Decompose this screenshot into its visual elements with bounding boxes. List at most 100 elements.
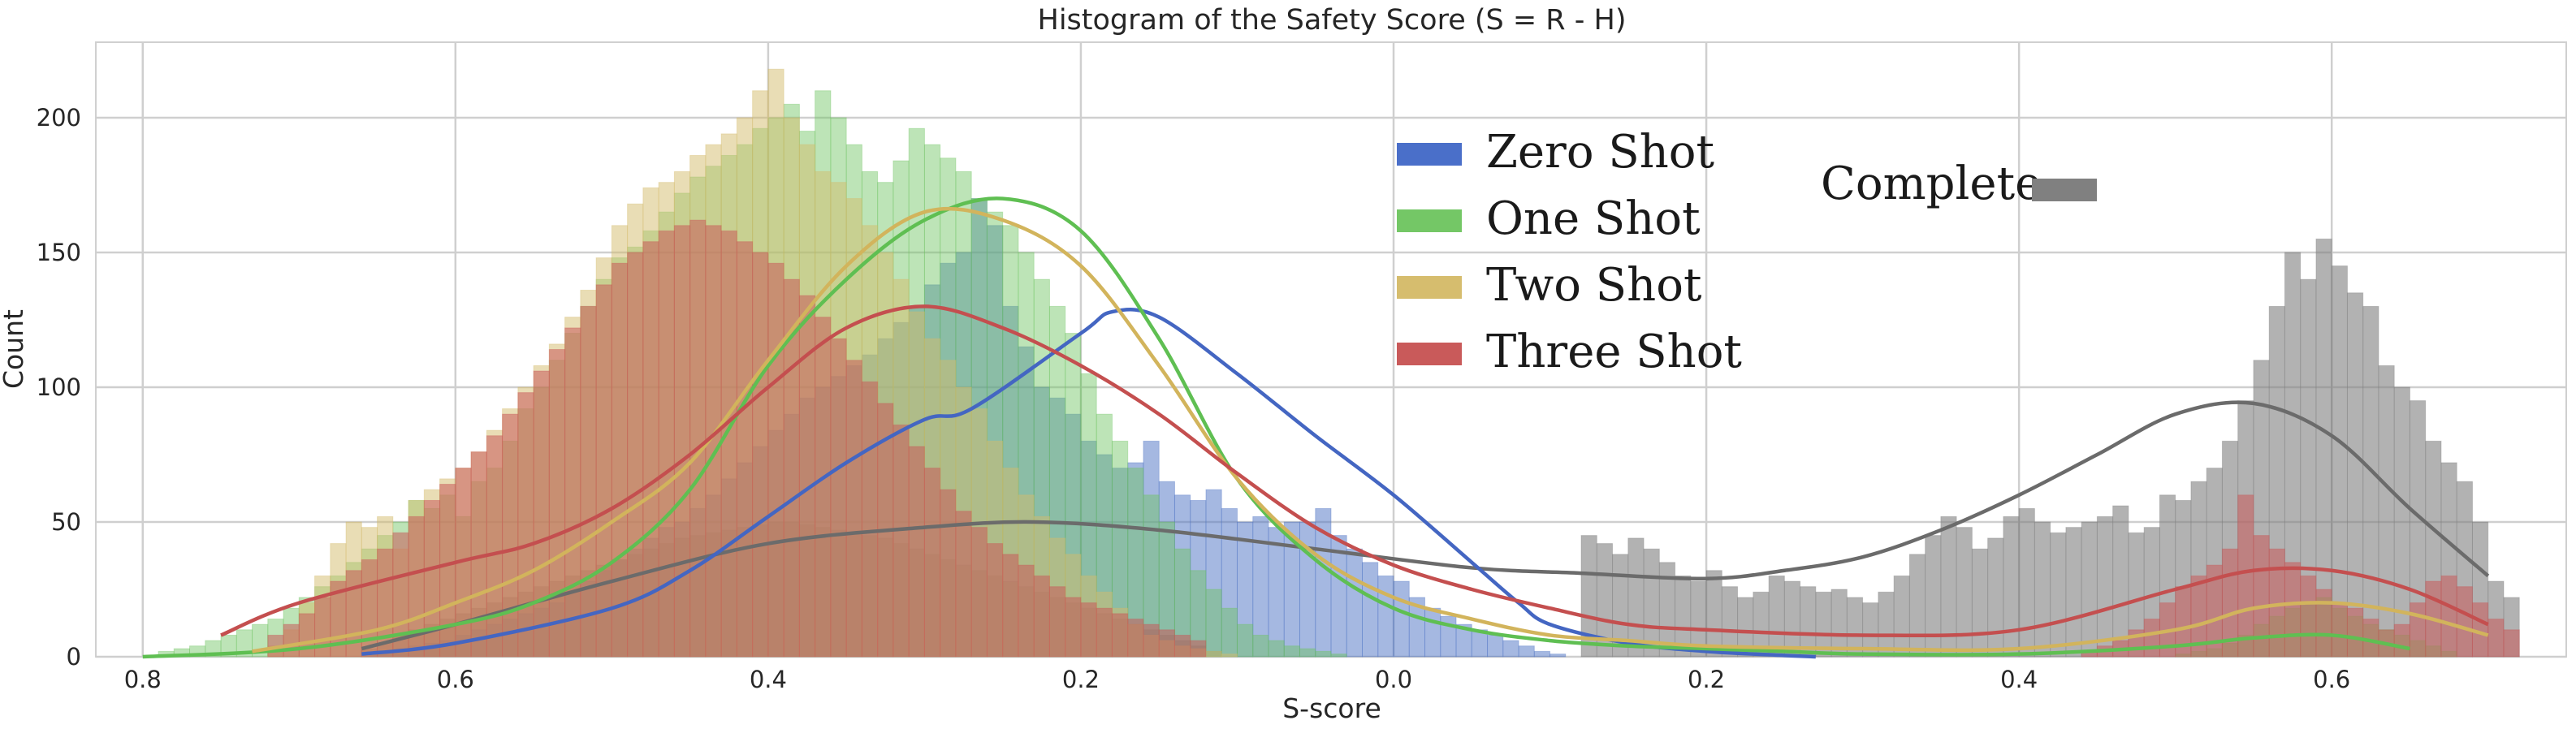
three-shot-bar	[1127, 619, 1144, 658]
one-shot-bar	[1315, 650, 1332, 658]
zero-shot-bar	[1549, 654, 1567, 658]
three-shot-bar	[752, 252, 769, 658]
zero-shot-bar	[1377, 575, 1394, 658]
zero-shot-bar	[1502, 640, 1519, 658]
three-shot-right-bar	[2503, 629, 2520, 658]
zero-shot-bar	[1487, 634, 1504, 658]
two-shot-bar	[1221, 654, 1238, 658]
two-shot-kde-line	[252, 206, 2489, 654]
y-tick-label: 0	[67, 643, 81, 671]
one-shot-legend-label: One Shot	[1486, 192, 1701, 245]
zero-shot-bar	[1268, 527, 1285, 658]
three-shot-bar	[908, 446, 925, 658]
zero-shot-bar	[1362, 562, 1379, 658]
zero-shot-bar	[1533, 650, 1551, 658]
complete-right-bar	[2003, 515, 2020, 658]
three-shot-right-bar	[2362, 619, 2379, 658]
zero-shot-legend-swatch	[1397, 143, 1462, 166]
complete-right-bar	[2393, 386, 2410, 658]
three-shot-bar	[564, 327, 581, 658]
three-shot-bar	[1143, 623, 1160, 658]
three-shot-bar	[1002, 554, 1019, 658]
complete-right-bar	[2018, 507, 2035, 658]
x-tick-label: 0.4	[2000, 666, 2038, 693]
three-shot-bar	[1158, 629, 1175, 658]
zero-shot-bar	[1424, 607, 1441, 658]
x-tick-label: 0.8	[124, 666, 162, 693]
zero-shot-bar	[1346, 548, 1364, 658]
three-shot-bar	[533, 370, 550, 658]
x-tick-label: 0.6	[2313, 666, 2350, 693]
x-axis-label: S-score	[1282, 692, 1381, 724]
complete-right-bar	[2346, 292, 2364, 658]
complete-legend-label: Complete	[1821, 157, 2042, 210]
axes-ticks: 0.8 0.6 0.4 0.2 0.0 0.2 0.4 0.6 0 50 100 150 200	[37, 104, 2351, 693]
three-shot-right-bar	[2409, 602, 2427, 658]
three-shot-bar	[1065, 597, 1082, 658]
three-shot-bar	[720, 230, 737, 658]
complete-right-bar	[1971, 548, 1989, 658]
three-shot-bar	[1033, 575, 1050, 658]
three-shot-bar	[923, 468, 941, 658]
x-tick-label: 0.6	[437, 666, 474, 693]
three-shot-bar	[940, 489, 957, 658]
three-shot-bar	[861, 381, 879, 658]
three-shot-bar	[283, 623, 300, 658]
three-shot-bar	[689, 219, 707, 658]
complete-right-bar	[2331, 265, 2348, 658]
one-shot-bar	[1221, 607, 1238, 658]
three-shot-bar	[1096, 607, 1113, 658]
legends: Zero Shot One Shot Two Shot Three Shot Compl…	[1397, 126, 2097, 378]
one-shot-bar	[1283, 645, 1300, 658]
y-axis-label: Count	[0, 309, 29, 389]
three-shot-bar	[611, 262, 629, 658]
three-shot-right-bar	[2487, 619, 2505, 658]
zero-shot-legend-label: Zero Shot	[1486, 126, 1714, 179]
x-tick-label: 0.4	[750, 666, 787, 693]
three-shot-right-bar	[2346, 607, 2364, 658]
three-shot-right-bar	[2315, 589, 2332, 658]
three-shot-bar	[298, 613, 316, 658]
one-shot-bar	[1236, 623, 1254, 658]
complete-right-bar	[1893, 575, 1910, 658]
three-shot-bar	[595, 284, 612, 658]
complete-right-bar	[1908, 554, 1926, 658]
complete-right-bar	[2034, 521, 2051, 658]
three-shot-kde-line	[220, 304, 2489, 638]
chart-title: Histogram of the Safety Score (S = R - H…	[1038, 4, 1627, 37]
complete-right-bar	[2081, 521, 2098, 658]
three-shot-right-bar	[2456, 586, 2473, 658]
x-tick-label: 0.0	[1375, 666, 1412, 693]
three-shot-bar	[815, 317, 832, 658]
one-shot-bar	[236, 629, 253, 658]
complete-right-bar	[2112, 505, 2129, 658]
one-shot-bar	[1268, 640, 1285, 658]
three-shot-right-bar	[2393, 623, 2410, 658]
one-shot-bar	[220, 634, 237, 658]
three-shot-bar	[830, 338, 847, 658]
complete-right-bar	[1925, 535, 1942, 658]
three-shot-bar	[658, 230, 675, 658]
complete-right-bar	[1705, 570, 1722, 658]
complete-right-bar	[2096, 515, 2114, 658]
one-shot-bar	[1205, 589, 1222, 658]
complete-right-bar	[1956, 527, 1973, 658]
three-shot-bar	[970, 527, 988, 658]
three-shot-bar	[1018, 564, 1035, 658]
complete-right-bar	[2378, 364, 2395, 658]
three-shot-right-bar	[2284, 562, 2302, 658]
three-shot-bar	[517, 392, 534, 658]
three-shot-bar	[1190, 640, 1207, 658]
three-shot-bar	[580, 305, 597, 658]
y-tick-label: 150	[37, 239, 81, 266]
one-shot-bar	[1299, 648, 1316, 658]
complete-legend-swatch	[2032, 179, 2097, 201]
one-shot-bar	[1330, 654, 1347, 658]
three-shot-bar	[1048, 586, 1066, 658]
x-tick-label: 0.2	[1062, 666, 1100, 693]
y-tick-label: 100	[37, 373, 81, 401]
three-shot-legend-label: Three Shot	[1486, 326, 1742, 378]
one-shot-legend-swatch	[1397, 209, 1462, 232]
three-shot-bar	[893, 424, 910, 658]
